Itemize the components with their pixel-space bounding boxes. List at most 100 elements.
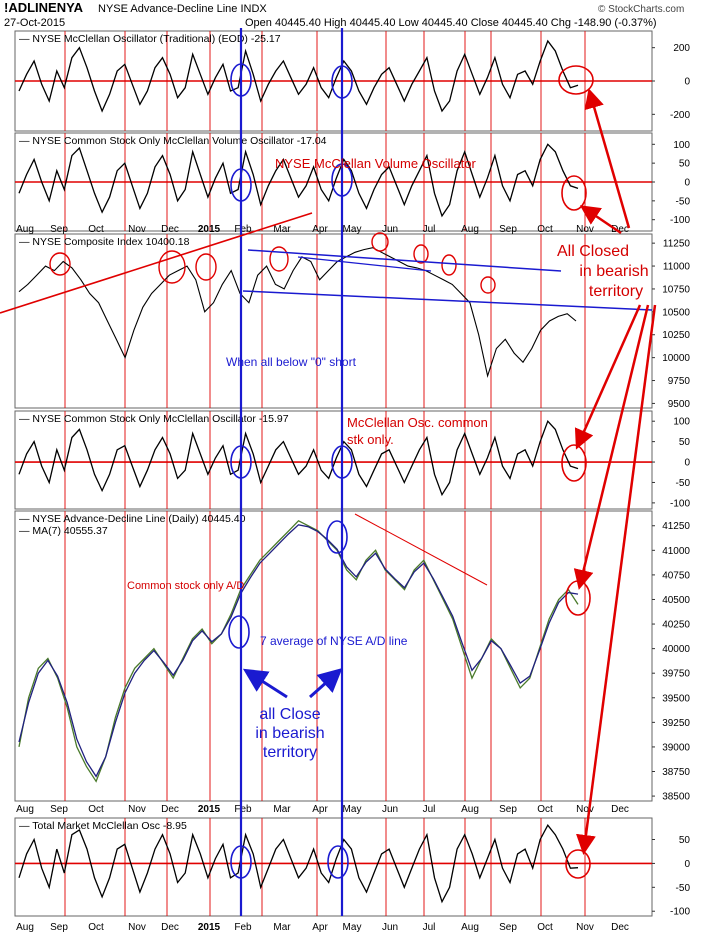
x-axis-label: Sep [50,224,68,235]
x-axis-label: Oct [88,804,104,815]
y-tick-label: -200 [670,110,690,121]
x-axis-label: Aug [16,804,34,815]
y-tick-label: 41250 [662,521,690,532]
price-peak-circle [195,253,217,281]
y-tick-label: 39500 [662,693,690,704]
x-axis-label: Feb [234,922,252,933]
y-tick-label: 0 [684,458,690,469]
x-axis-label: Dec [161,922,179,933]
blue-signal-circle [331,65,353,99]
x-axis-label: Dec [611,804,629,815]
y-tick-label: 40000 [662,644,690,655]
y-tick-label: 38500 [662,792,690,803]
red-callout-arrow [576,304,657,855]
y-tick-label: 39000 [662,742,690,753]
annotation-common-stock-ad: Common stock only A/D [127,580,244,592]
y-tick-label: 50 [679,159,691,170]
annotation-all-close-1: all Close [259,706,320,723]
panel-legend: — MA(7) 40555.37 [19,525,108,537]
x-axis-label: May [343,224,362,235]
x-axis-label: Nov [576,224,594,235]
panel-title: — Total Market McClellan Osc -8.95 [19,820,187,832]
red-callout-arrow [573,304,650,590]
x-axis-bottom: Aug Sep Oct Nov Dec 2015 Feb Mar Apr May Jun Jul Aug… [16,922,629,933]
blue-signal-circle [230,168,252,202]
price-peak-circle [441,254,457,276]
red-callout-arrow [574,304,642,450]
x-axis-label: Apr [312,804,328,815]
series-line [18,524,579,778]
blue-callout-arrow [242,668,288,699]
panel-2: 100 50 0 -50 -100 — NYSE Common Stock Only Mc… [14,132,691,232]
x-axis-label: Jun [382,804,398,815]
annotation-7-average: 7 average of NYSE A/D line [260,634,408,648]
x-axis-label: Sep [499,804,517,815]
red-callout-arrow [584,88,631,229]
x-axis-label: Jul [423,224,436,235]
y-tick-label: 11250 [663,239,691,250]
panel-6: 50 0 -50 -100 — Total Market McClellan Osc -… [14,817,691,918]
overlays-group [0,28,657,916]
x-axis-label: Nov [576,804,594,815]
x-axis-label: Dec [161,804,179,815]
x-axis-label: Oct [537,922,553,933]
y-tick-label: 40500 [662,595,690,606]
panel-title: — NYSE Common Stock Only McClellan Oscil… [19,413,289,425]
y-tick-label: -100 [670,907,690,918]
panel-3: 11250 11000 10750 10500 10250 10000 9750 9500 — … [14,233,691,410]
annotation-all-close-2: in bearish [255,725,324,742]
x-axis-label: May [343,804,362,815]
x-axis-label: Aug [16,224,34,235]
y-tick-label: 9750 [668,376,691,387]
x-axis-label: 2015 [198,804,221,815]
x-axes-group: Aug Sep Oct Nov Dec 2015 Feb Mar Apr May Jun Jul Aug… [16,224,629,933]
annotation-volume-osc: NYSE McClellan Volume Oscillator [275,156,477,171]
blue-signal-circle [230,845,252,879]
x-axis-label: 2015 [198,922,221,933]
price-peak-circle [413,244,429,264]
blue-signal-circle [327,845,349,879]
brand-label: © StockCharts.com [598,4,684,15]
panel-title: — NYSE Composite Index 10400.18 [19,236,190,248]
x-axis-label: Mar [273,804,291,815]
y-tick-label: -50 [676,883,691,894]
y-tick-label: 200 [673,43,690,54]
red-callout-arrow [579,205,622,235]
y-tick-label: -100 [670,498,690,509]
red-downtrend-line [354,513,488,586]
series-line [18,143,579,218]
annotation-mcclellan-common-2: stk only. [347,432,394,447]
x-axis-mid: Aug Sep Oct Nov Dec 2015 Feb Mar Apr May Jun Jul Aug… [16,804,629,815]
y-tick-label: 39250 [662,718,690,729]
x-axis-label: May [343,922,362,933]
y-tick-label: 0 [684,859,690,870]
blue-signal-circle [331,163,353,197]
series-line [18,247,577,379]
x-axis-label: Nov [128,224,146,235]
x-axis-label: Nov [128,804,146,815]
x-axis-label: Jul [423,922,436,933]
chart-date: 27-Oct-2015 [4,17,65,29]
x-axis-label: Oct [537,804,553,815]
panel-title: — NYSE Advance-Decline Line (Daily) 4044… [19,513,246,525]
price-peak-circle [480,276,496,294]
annotation-all-closed-1: All Closed [557,243,629,260]
red-uptrend-line [0,212,313,314]
panel-frame [14,233,653,409]
y-tick-label: 0 [684,178,690,189]
x-axis-label: Apr [312,224,328,235]
series-line [18,824,579,904]
price-peak-circle [269,246,289,272]
panels-group: 200 0 -200 — NYSE McClellan Oscillator (Tra… [14,30,691,918]
price-peak-circle [158,250,186,284]
price-peak-circle [49,252,71,276]
y-tick-label: 10750 [662,284,690,295]
ohlc-readout: Open 40445.40 High 40445.40 Low 40445.40… [245,17,657,29]
y-tick-label: 9500 [668,399,691,410]
panel-1: 200 0 -200 — NYSE McClellan Oscillator (Tra… [14,30,690,132]
panel-frame [14,410,653,510]
x-axis-label: Jun [382,922,398,933]
price-peak-circle [371,232,389,252]
y-tick-label: 100 [673,417,690,428]
